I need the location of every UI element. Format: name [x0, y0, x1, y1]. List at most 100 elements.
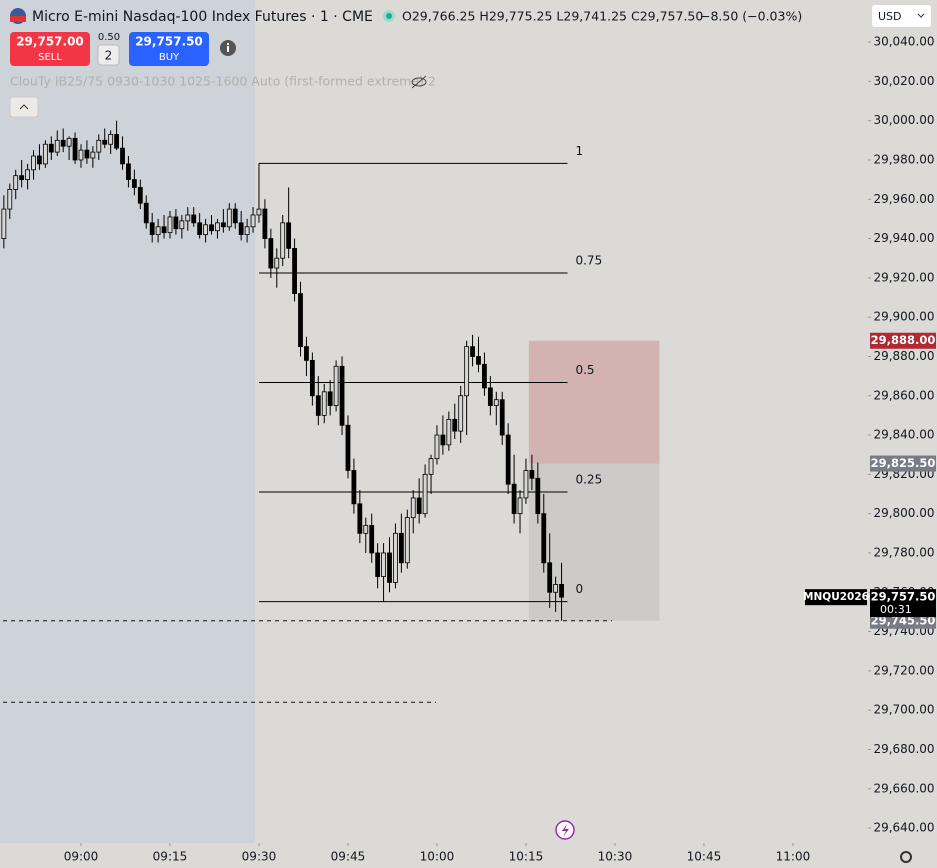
x-tick-label: 10:45 — [687, 850, 722, 864]
visibility-slash — [411, 75, 427, 89]
position-price-box — [870, 455, 936, 472]
y-tick-label: 29,780.00 — [873, 545, 934, 559]
position-price-label: 29,888.00 — [871, 333, 936, 347]
candle-body — [298, 293, 303, 348]
candle-body — [410, 497, 416, 518]
candle-body — [137, 187, 143, 204]
candle-body — [404, 517, 410, 564]
candle-body — [155, 226, 161, 236]
candle-body — [126, 163, 131, 181]
candle-body — [173, 216, 179, 230]
candle-body — [238, 222, 244, 236]
candle-body — [482, 363, 487, 389]
ohlc: O29,766.25 H29,775.25 L29,741.25 C29,757… — [402, 9, 703, 24]
candle-body — [381, 552, 386, 577]
currency: USD — [878, 10, 902, 23]
candle-body — [19, 175, 25, 181]
fib-label: 0.25 — [575, 473, 602, 487]
candle-body — [452, 418, 458, 432]
candle-body — [541, 513, 547, 564]
candle-body — [511, 483, 517, 515]
last-price-box — [870, 589, 936, 618]
x-tick-label: 11:00 — [776, 850, 811, 864]
candle-body — [78, 149, 84, 161]
y-tick-label: 29,860.00 — [873, 388, 934, 402]
candle-body — [375, 552, 381, 577]
candle-body — [363, 525, 369, 534]
candle-body — [333, 365, 339, 406]
settings-icon[interactable] — [900, 851, 912, 863]
price-axis — [868, 0, 937, 868]
x-tick-label: 10:15 — [509, 850, 544, 864]
candle-body — [60, 139, 66, 147]
buy-button[interactable] — [129, 32, 209, 66]
candle-body — [369, 525, 375, 554]
candle-body — [304, 346, 309, 361]
candle-body — [215, 222, 220, 232]
candle-body — [179, 220, 185, 230]
y-tick-label: 29,900.00 — [873, 310, 934, 324]
candle-body — [428, 458, 434, 475]
y-tick-label: 29,980.00 — [873, 152, 934, 166]
candle-body — [315, 395, 321, 416]
session-shade — [0, 0, 255, 843]
stop-zone — [528, 463, 660, 621]
candle-body — [31, 155, 36, 171]
time-axis — [0, 843, 868, 868]
candle-body — [535, 477, 541, 515]
candle-body — [345, 424, 351, 471]
candle-body — [476, 356, 481, 365]
candle-body — [559, 584, 564, 598]
candle-body — [523, 470, 529, 499]
countdown: 00:31 — [880, 603, 912, 616]
y-tick-label: 29,920.00 — [873, 270, 934, 284]
y-tick-label: 29,880.00 — [873, 349, 934, 363]
candle-body — [143, 202, 149, 224]
candle-body — [351, 470, 357, 505]
candle-body — [42, 143, 48, 165]
y-tick-label: 29,700.00 — [873, 703, 934, 717]
x-tick-label: 10:00 — [420, 850, 455, 864]
quantity: 2 — [105, 49, 113, 63]
collapse-button[interactable] — [9, 96, 39, 118]
sell-button[interactable] — [10, 32, 90, 66]
quantity-box[interactable] — [97, 44, 120, 66]
candle-body — [90, 151, 96, 159]
candle-body — [464, 346, 470, 397]
currency-box[interactable] — [872, 5, 931, 27]
flag-stripe — [10, 16, 26, 22]
candle-body — [149, 222, 155, 236]
candle-body — [250, 214, 256, 228]
visibility-icon[interactable] — [411, 77, 427, 87]
candle-body — [72, 137, 78, 161]
candle-body — [422, 473, 428, 515]
symbol-title: Micro E-mini Nasdaq-100 Index Futures · … — [32, 9, 373, 25]
candle-body — [387, 552, 392, 583]
candle-body — [197, 222, 203, 236]
fib-label: 1 — [575, 144, 583, 158]
collapse-glyph — [19, 104, 29, 110]
candle-body — [292, 247, 297, 294]
candle-body — [440, 434, 446, 446]
candle-body — [185, 214, 191, 222]
currency-caret — [917, 13, 925, 18]
candle-body — [203, 224, 208, 236]
candle-body — [54, 139, 60, 153]
y-tick-label: 29,660.00 — [873, 781, 934, 795]
candle-body — [547, 562, 553, 593]
symbol-box — [805, 589, 867, 606]
target-zone — [528, 340, 660, 464]
header: Micro E-mini Nasdaq-100 Index Futures · … — [10, 8, 802, 25]
candle-body — [191, 214, 197, 224]
candle-body — [84, 149, 90, 159]
candle-body — [220, 222, 226, 228]
candle-body — [517, 497, 523, 515]
candle-body — [256, 208, 262, 216]
candle-body — [321, 391, 327, 416]
sell-label: SELL — [38, 52, 62, 63]
candle-body — [280, 222, 286, 259]
candle-body — [470, 346, 475, 357]
position-price-label: 29,825.50 — [871, 456, 936, 470]
